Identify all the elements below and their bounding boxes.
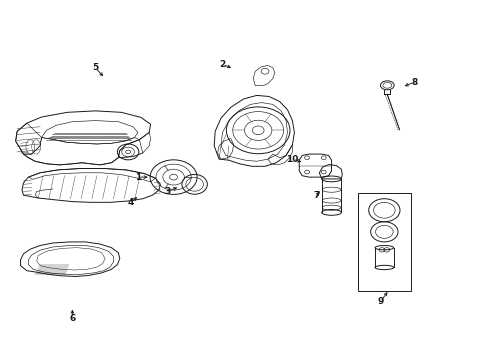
Text: 10: 10 <box>285 155 298 163</box>
Text: 8: 8 <box>411 78 417 87</box>
Text: 1: 1 <box>135 173 141 182</box>
Text: 3: 3 <box>164 187 170 196</box>
Text: 4: 4 <box>127 198 134 207</box>
Bar <box>357 193 410 291</box>
Text: 7: 7 <box>313 191 320 199</box>
Text: 2: 2 <box>219 60 225 69</box>
Text: 9: 9 <box>376 297 383 306</box>
Text: 5: 5 <box>92 63 98 72</box>
Text: 6: 6 <box>69 314 75 323</box>
